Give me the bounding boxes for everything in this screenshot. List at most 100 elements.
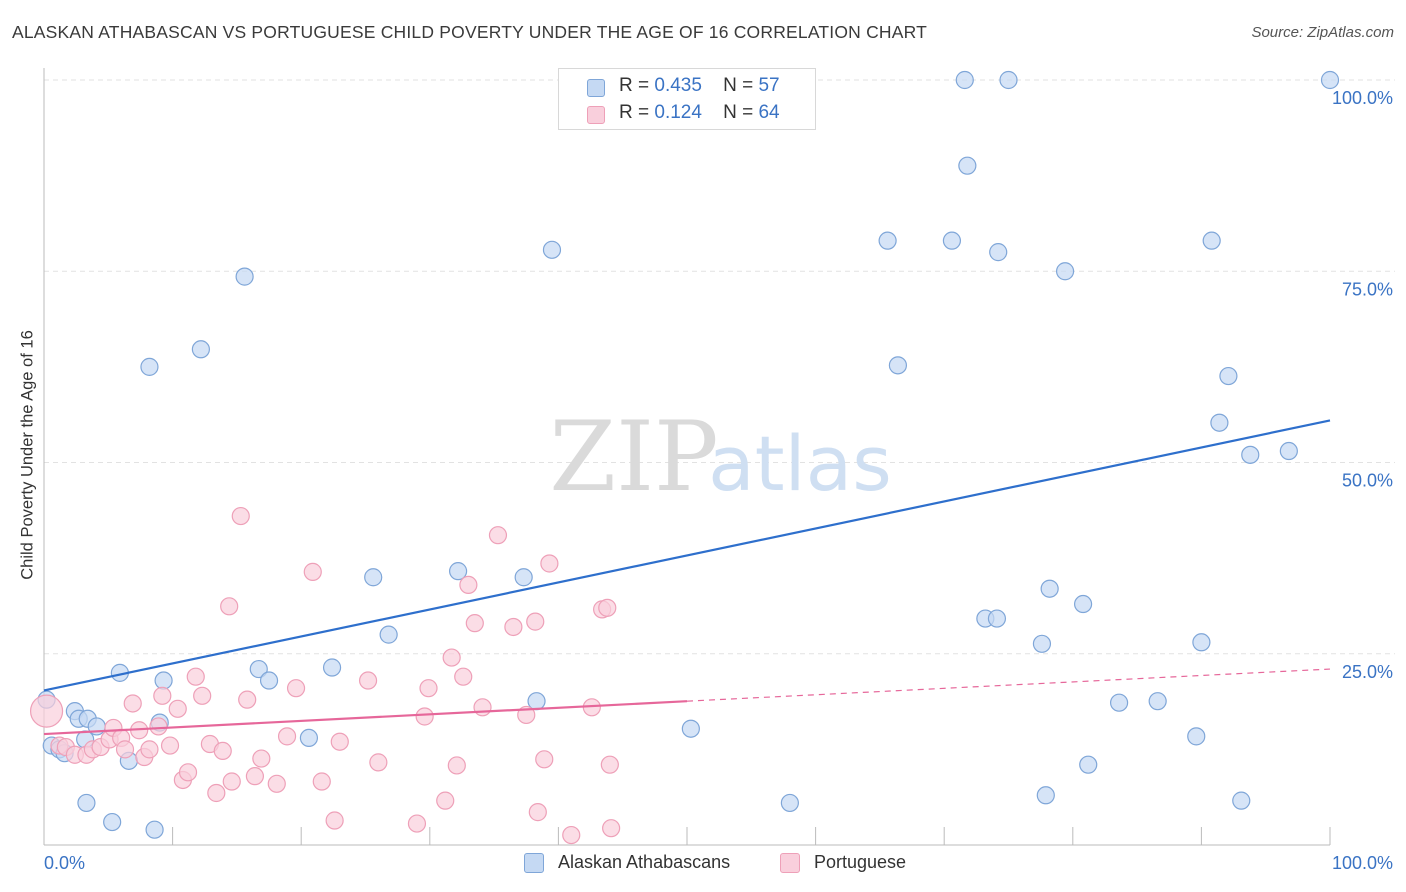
point-portuguese bbox=[442, 648, 461, 667]
point-alaskan bbox=[145, 820, 164, 839]
point-alaskan bbox=[958, 156, 977, 175]
point-portuguese bbox=[526, 612, 545, 631]
point-alaskan bbox=[999, 70, 1018, 90]
bottom-legend-swatch-blue bbox=[524, 853, 544, 873]
point-portuguese bbox=[459, 575, 478, 595]
point-portuguese bbox=[528, 803, 547, 822]
point-portuguese bbox=[123, 694, 142, 713]
point-alaskan bbox=[379, 625, 398, 644]
point-alaskan bbox=[322, 658, 342, 677]
point-alaskan bbox=[1219, 366, 1238, 386]
point-portuguese bbox=[312, 772, 331, 791]
legend-n-value: 57 bbox=[758, 75, 780, 96]
point-portuguese bbox=[369, 753, 388, 772]
point-portuguese bbox=[504, 617, 523, 637]
point-alaskan bbox=[1148, 692, 1167, 711]
point-alaskan bbox=[259, 671, 279, 690]
point-alaskan bbox=[1232, 791, 1251, 810]
point-alaskan bbox=[780, 793, 799, 813]
point-portuguese bbox=[186, 667, 205, 686]
point-portuguese bbox=[29, 694, 64, 728]
point-portuguese bbox=[600, 755, 619, 774]
bottom-legend-label: Alaskan Athabascans bbox=[558, 852, 731, 872]
point-alaskan bbox=[1241, 445, 1260, 464]
point-alaskan bbox=[1040, 579, 1059, 598]
bottom-legend-label: Portuguese bbox=[814, 852, 907, 872]
point-alaskan bbox=[514, 568, 533, 587]
point-alaskan bbox=[235, 267, 254, 286]
point-alaskan bbox=[989, 243, 1008, 262]
point-portuguese bbox=[168, 699, 187, 718]
point-alaskan bbox=[77, 793, 96, 813]
point-alaskan bbox=[1202, 231, 1221, 250]
point-alaskan bbox=[364, 568, 383, 587]
point-alaskan bbox=[448, 562, 468, 581]
point-portuguese bbox=[160, 736, 180, 755]
legend-r-label: R = bbox=[619, 75, 650, 96]
trend-lines bbox=[43, 419, 1331, 736]
point-portuguese bbox=[358, 671, 378, 690]
point-portuguese bbox=[602, 819, 621, 838]
point-portuguese bbox=[473, 698, 492, 717]
point-portuguese bbox=[207, 783, 226, 803]
point-portuguese bbox=[193, 686, 212, 705]
y-tick-label: 75.0% bbox=[1342, 279, 1393, 299]
point-portuguese bbox=[330, 732, 349, 751]
point-portuguese bbox=[540, 554, 559, 573]
watermark-atlas: atlas bbox=[708, 419, 892, 508]
point-portuguese bbox=[115, 740, 135, 759]
point-portuguese bbox=[303, 562, 322, 581]
point-portuguese bbox=[535, 750, 554, 769]
point-portuguese bbox=[465, 614, 484, 633]
point-alaskan bbox=[1073, 594, 1093, 614]
point-alaskan bbox=[681, 719, 700, 738]
point-portuguese bbox=[238, 690, 257, 709]
point-portuguese bbox=[267, 774, 286, 793]
y-tick-label: 100.0% bbox=[1332, 88, 1393, 108]
point-alaskan bbox=[1079, 755, 1098, 774]
tick-labels: 25.0% 50.0% 75.0% 100.0% 0.0% 100.0% bbox=[44, 88, 1393, 873]
point-alaskan bbox=[942, 231, 962, 250]
point-alaskan bbox=[154, 671, 173, 690]
point-portuguese bbox=[415, 707, 434, 726]
point-portuguese bbox=[213, 741, 232, 761]
point-alaskan bbox=[140, 357, 159, 376]
data-points bbox=[29, 70, 1340, 845]
point-portuguese bbox=[436, 791, 455, 810]
point-alaskan bbox=[1279, 441, 1298, 461]
point-alaskan bbox=[103, 812, 122, 832]
point-portuguese bbox=[245, 767, 265, 786]
y-tick-label: 25.0% bbox=[1342, 662, 1393, 682]
legend-r-label: R = bbox=[619, 102, 650, 123]
point-portuguese bbox=[178, 763, 198, 782]
source-credit: Source: ZipAtlas.com bbox=[1251, 24, 1394, 41]
point-portuguese bbox=[419, 679, 438, 698]
point-portuguese bbox=[286, 679, 306, 698]
point-portuguese bbox=[562, 825, 581, 845]
point-portuguese bbox=[252, 749, 271, 768]
point-portuguese bbox=[153, 686, 172, 705]
point-alaskan bbox=[888, 356, 908, 375]
point-portuguese bbox=[598, 598, 617, 617]
point-alaskan bbox=[249, 659, 268, 679]
point-portuguese bbox=[277, 727, 297, 746]
point-portuguese bbox=[140, 740, 159, 759]
point-portuguese bbox=[488, 526, 508, 545]
point-portuguese bbox=[454, 667, 473, 686]
point-portuguese bbox=[407, 814, 427, 833]
point-alaskan bbox=[1187, 727, 1206, 746]
point-alaskan bbox=[1036, 786, 1055, 805]
point-portuguese bbox=[231, 506, 250, 526]
point-portuguese bbox=[325, 811, 344, 830]
grid-lines bbox=[44, 79, 1395, 655]
point-portuguese bbox=[222, 772, 241, 791]
point-alaskan bbox=[1320, 70, 1340, 90]
point-alaskan bbox=[1032, 634, 1052, 653]
trend-line-portuguese bbox=[686, 668, 1331, 702]
point-portuguese bbox=[447, 756, 466, 775]
point-alaskan bbox=[1192, 633, 1211, 652]
point-alaskan bbox=[1055, 262, 1075, 281]
bottom-legend-swatch-pink bbox=[780, 853, 800, 873]
legend-r-value: 0.124 bbox=[654, 102, 702, 123]
